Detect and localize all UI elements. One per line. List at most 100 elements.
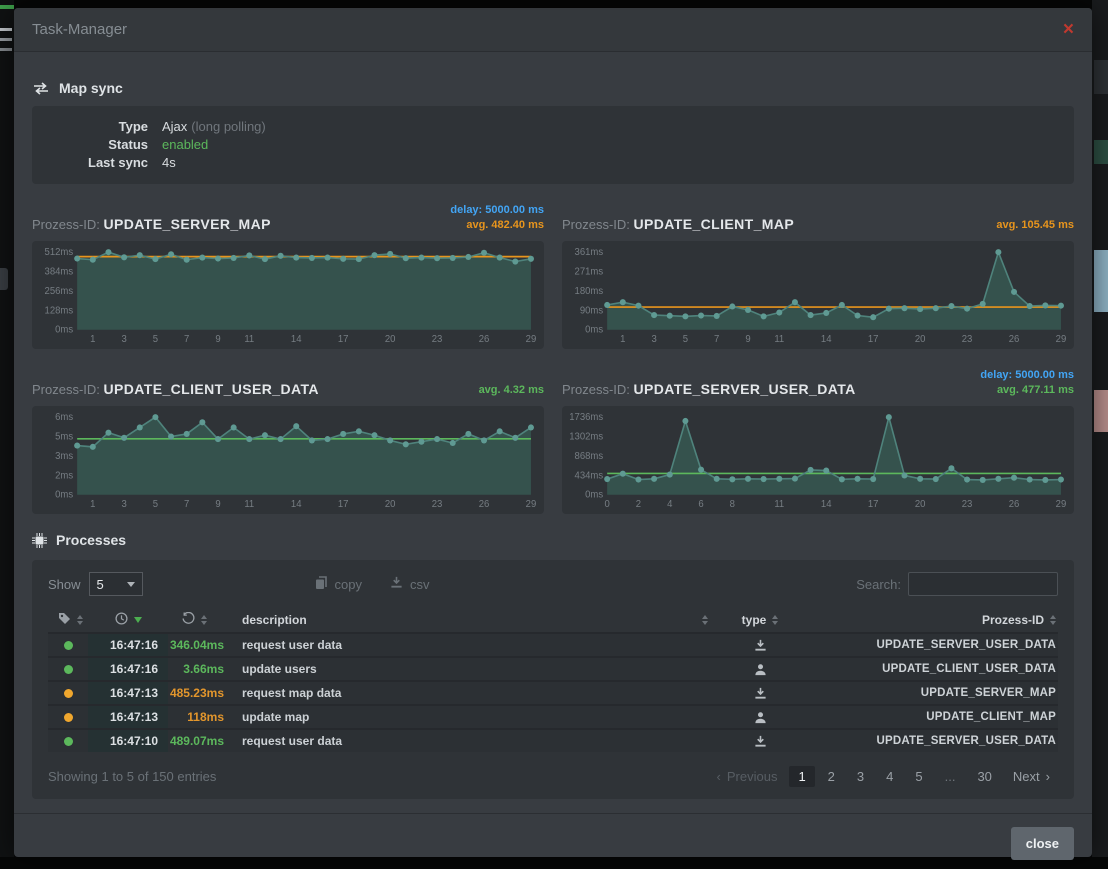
close-icon[interactable]: × xyxy=(1063,20,1074,39)
svg-text:8: 8 xyxy=(730,499,735,510)
pagination-page-4[interactable]: 4 xyxy=(877,766,902,787)
type-suffix: (long polling) xyxy=(191,119,265,134)
svg-text:14: 14 xyxy=(291,334,302,345)
background-fragment xyxy=(1094,250,1108,312)
status-dot xyxy=(64,737,73,746)
svg-text:23: 23 xyxy=(432,499,443,510)
status-dot xyxy=(64,713,73,722)
close-button[interactable]: close xyxy=(1011,827,1074,860)
svg-text:1: 1 xyxy=(620,334,625,345)
svg-text:17: 17 xyxy=(868,334,879,345)
svg-text:26: 26 xyxy=(479,334,490,345)
column-header-time[interactable] xyxy=(88,612,168,628)
timing-chart: 512ms384ms256ms128ms0ms13579111417202326… xyxy=(37,245,539,345)
svg-text:11: 11 xyxy=(244,499,254,510)
sort-icon xyxy=(77,615,83,625)
svg-text:11: 11 xyxy=(244,334,254,345)
modal-footer: close xyxy=(14,813,1092,869)
chart-stats: avg. 105.45 ms xyxy=(996,218,1074,234)
history-icon xyxy=(182,612,195,628)
svg-text:868ms: 868ms xyxy=(575,451,604,462)
clock-icon xyxy=(115,612,128,628)
pagination-page-30[interactable]: 30 xyxy=(968,766,1000,787)
status-value: enabled xyxy=(162,136,208,154)
svg-text:6: 6 xyxy=(698,499,703,510)
background-right-strip xyxy=(1092,0,1108,869)
chevron-left-icon: ‹ xyxy=(717,769,721,784)
show-entries-value: 5 xyxy=(97,577,104,592)
show-entries-select[interactable]: 5 xyxy=(89,572,143,596)
pagination-page-2[interactable]: 2 xyxy=(819,766,844,787)
chart-avg-value: avg. 482.40 ms xyxy=(450,218,544,233)
status-dot xyxy=(64,665,73,674)
svg-text:26: 26 xyxy=(1009,334,1020,345)
copy-icon xyxy=(315,576,328,593)
chart-update-client-user-data: Prozess-ID: UPDATE_CLIENT_USER_DATA avg.… xyxy=(32,363,544,514)
map-sync-panel: Type Ajax(long polling) Status enabled L… xyxy=(32,106,1074,184)
pagination-ellipsis: ... xyxy=(936,766,965,787)
table-row[interactable]: 16:47:13485.23msrequest map dataUPDATE_S… xyxy=(48,680,1058,704)
processes-toolbar: Show 5 copy c xyxy=(48,572,1058,596)
pagination-page-3[interactable]: 3 xyxy=(848,766,873,787)
svg-text:29: 29 xyxy=(1056,334,1067,345)
sort-desc-icon xyxy=(134,617,142,623)
status-cell xyxy=(48,658,88,680)
search-input[interactable] xyxy=(908,572,1058,596)
time-cell: 16:47:16 xyxy=(88,634,168,656)
chart-stats: delay: 5000.00 msavg. 482.40 ms xyxy=(450,203,544,234)
show-label: Show xyxy=(48,577,81,592)
pagination-next[interactable]: Next › xyxy=(1005,766,1058,787)
copy-button[interactable]: copy xyxy=(315,576,362,593)
table-row[interactable]: 16:47:16346.04msrequest user dataUPDATE_… xyxy=(48,632,1058,656)
sync-arrows-icon xyxy=(32,82,50,95)
svg-text:4: 4 xyxy=(667,499,673,510)
svg-text:90ms: 90ms xyxy=(580,305,604,316)
svg-text:0ms: 0ms xyxy=(585,325,603,336)
svg-text:17: 17 xyxy=(868,499,879,510)
chart-delay-value: delay: 5000.00 ms xyxy=(450,203,544,218)
column-header-duration[interactable] xyxy=(168,612,232,628)
column-header-status[interactable] xyxy=(48,612,88,628)
chart-avg-value: avg. 477.11 ms xyxy=(980,383,1074,398)
pagination-previous[interactable]: ‹ Previous xyxy=(709,766,786,787)
svg-text:26: 26 xyxy=(1009,499,1020,510)
status-cell xyxy=(48,682,88,704)
process-table-footer: Showing 1 to 5 of 150 entries ‹ Previous… xyxy=(48,766,1058,787)
description-cell: request user data xyxy=(232,730,714,752)
table-row[interactable]: 16:47:10489.07msrequest user dataUPDATE_… xyxy=(48,728,1058,752)
pagination-page-1[interactable]: 1 xyxy=(789,766,814,787)
column-header-type[interactable]: type xyxy=(714,613,806,627)
csv-button[interactable]: csv xyxy=(390,576,430,593)
pagination-page-5[interactable]: 5 xyxy=(906,766,931,787)
svg-text:0ms: 0ms xyxy=(55,325,73,336)
svg-text:384ms: 384ms xyxy=(45,267,74,278)
processes-panel: Show 5 copy c xyxy=(32,560,1074,799)
background-fragment xyxy=(0,38,12,41)
process-table: description type Prozess-ID 16:47:16346.… xyxy=(48,608,1058,752)
background-fragment xyxy=(1094,60,1108,94)
column-header-description[interactable]: description xyxy=(232,613,714,627)
table-row[interactable]: 16:47:163.66msupdate usersUPDATE_CLIENT_… xyxy=(48,656,1058,680)
process-table-header: description type Prozess-ID xyxy=(48,608,1058,632)
svg-text:23: 23 xyxy=(962,334,973,345)
chart-title: Prozess-ID: UPDATE_CLIENT_USER_DATA xyxy=(32,381,319,399)
svg-text:14: 14 xyxy=(821,499,832,510)
map-sync-heading: Map sync xyxy=(32,80,1074,96)
chart-update-client-map: Prozess-ID: UPDATE_CLIENT_MAP avg. 105.4… xyxy=(562,198,1074,349)
svg-text:0ms: 0ms xyxy=(585,490,603,501)
column-header-prozess-id[interactable]: Prozess-ID xyxy=(806,613,1058,627)
user-icon xyxy=(714,706,806,728)
table-row[interactable]: 16:47:13118msupdate mapUPDATE_CLIENT_MAP xyxy=(48,704,1058,728)
chart-title: Prozess-ID: UPDATE_SERVER_USER_DATA xyxy=(562,381,856,399)
svg-text:434ms: 434ms xyxy=(575,470,604,481)
background-fragment xyxy=(0,268,8,290)
svg-text:20: 20 xyxy=(915,334,926,345)
svg-text:20: 20 xyxy=(915,499,926,510)
svg-text:5: 5 xyxy=(153,334,158,345)
svg-text:9: 9 xyxy=(215,499,220,510)
svg-text:3: 3 xyxy=(121,334,126,345)
svg-text:512ms: 512ms xyxy=(45,247,74,258)
svg-text:128ms: 128ms xyxy=(45,305,74,316)
svg-text:1: 1 xyxy=(90,334,95,345)
entries-info: Showing 1 to 5 of 150 entries xyxy=(48,769,216,784)
